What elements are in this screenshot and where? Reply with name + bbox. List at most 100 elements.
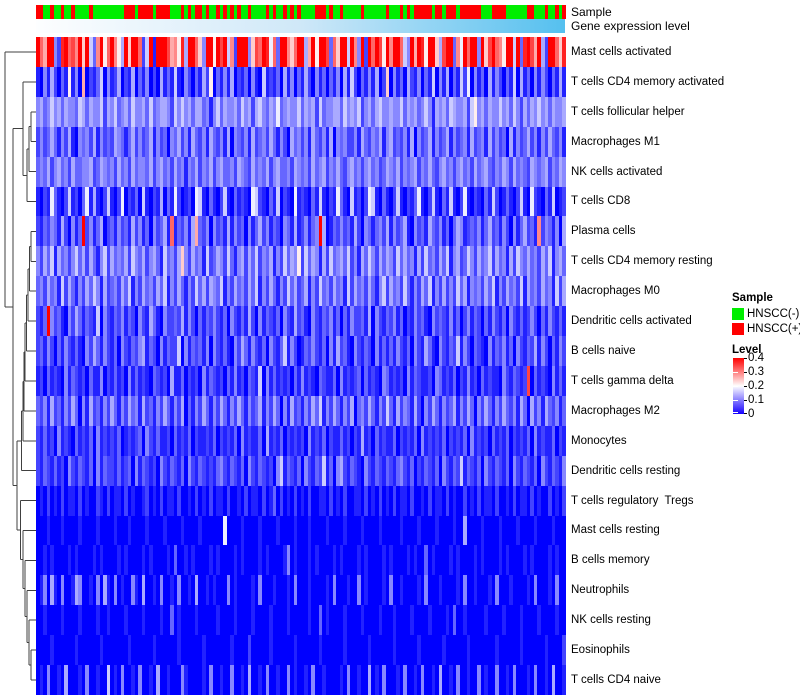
heatmap-cell xyxy=(134,66,139,97)
heatmap-cell xyxy=(173,246,178,277)
heatmap-cell xyxy=(113,66,118,97)
heatmap-cell xyxy=(71,635,75,666)
heatmap-cell xyxy=(427,575,432,606)
heatmap-cell xyxy=(254,336,259,366)
heatmap-cell xyxy=(244,455,248,486)
sample-annotation-cell xyxy=(367,5,372,19)
heatmap-cell xyxy=(88,485,93,516)
heatmap-cell xyxy=(509,96,513,127)
heatmap-cell xyxy=(36,365,40,396)
heatmap-cell xyxy=(526,186,531,217)
heatmap-cell xyxy=(449,66,453,97)
heatmap-cell xyxy=(50,246,54,277)
heatmap-cell xyxy=(346,665,351,695)
sample-annotation-cell xyxy=(279,5,284,19)
heatmap-cell xyxy=(339,365,344,396)
heatmap-cell xyxy=(64,425,68,456)
heatmap-cell xyxy=(201,425,206,456)
heatmap-cell xyxy=(205,126,210,157)
heatmap-cell xyxy=(375,425,379,456)
heatmap-cell xyxy=(131,186,135,217)
heatmap-cell xyxy=(145,126,149,157)
heatmap-cell xyxy=(187,246,192,277)
heatmap-cell xyxy=(413,126,418,157)
heatmap-row xyxy=(36,575,566,606)
heatmap-cell xyxy=(484,395,488,426)
heatmap-cell xyxy=(88,425,93,456)
heatmap-cell xyxy=(424,635,428,666)
heatmap-cell xyxy=(145,425,149,456)
heatmap-cell xyxy=(551,276,556,307)
heatmap-cell xyxy=(452,605,457,636)
heatmap-cell xyxy=(262,485,266,516)
heatmap-cell xyxy=(194,455,199,486)
heatmap-cell xyxy=(406,306,411,337)
heatmap-cell xyxy=(555,37,559,67)
heatmap-cell xyxy=(166,395,171,426)
heatmap-cell xyxy=(244,186,248,217)
heatmap-cell xyxy=(477,365,481,396)
heatmap-cell xyxy=(53,276,58,307)
heatmap-cell xyxy=(134,425,139,456)
heatmap-cell xyxy=(367,126,372,157)
heatmap-cell xyxy=(438,485,443,516)
heatmap-cell xyxy=(427,276,432,307)
heatmap-cell xyxy=(209,635,213,666)
heatmap-cell xyxy=(427,635,432,666)
heatmap-cell xyxy=(544,246,549,277)
heatmap-cell xyxy=(39,246,44,277)
heatmap-cell xyxy=(262,365,266,396)
sample-annotation-cell xyxy=(523,5,527,19)
heatmap-cell xyxy=(470,425,474,456)
heatmap-cell xyxy=(64,485,68,516)
heatmap-cell xyxy=(427,156,432,187)
heatmap-cell xyxy=(367,216,372,247)
heatmap-cell xyxy=(375,455,379,486)
sample-annotation-cell xyxy=(357,5,361,19)
heatmap-cell xyxy=(307,425,312,456)
heatmap-cell xyxy=(367,306,372,337)
heatmap-cell xyxy=(216,246,220,277)
heatmap-cell xyxy=(314,276,319,307)
heatmap-cell xyxy=(445,306,450,337)
heatmap-cell xyxy=(149,37,153,67)
heatmap-cell xyxy=(364,635,368,666)
heatmap-cell xyxy=(110,186,114,217)
heatmap-cell xyxy=(364,336,368,366)
heatmap-cell xyxy=(463,545,467,576)
heatmap-cell xyxy=(81,485,86,516)
heatmap-cell xyxy=(233,395,238,426)
heatmap-cell xyxy=(480,37,485,67)
heatmap-cell xyxy=(46,515,51,546)
heatmap-cell xyxy=(43,276,47,307)
heatmap-cell xyxy=(406,545,411,576)
heatmap-cell xyxy=(488,575,492,606)
heatmap-cell xyxy=(484,156,488,187)
heatmap-cell xyxy=(138,126,142,157)
heatmap-cell xyxy=(81,545,86,576)
heatmap-cell xyxy=(537,605,541,636)
heatmap-cell xyxy=(378,276,383,307)
heatmap-cell xyxy=(300,605,305,636)
heatmap-cell xyxy=(138,365,142,396)
heatmap-cell xyxy=(473,276,478,307)
heatmap-cell xyxy=(276,635,280,666)
row-label: B cells naive xyxy=(571,345,636,358)
heatmap-cell xyxy=(445,635,450,666)
heatmap-cell xyxy=(498,216,503,247)
heatmap-cell xyxy=(177,425,181,456)
heatmap-cell xyxy=(198,246,202,277)
level-tick-mark xyxy=(733,400,738,401)
heatmap-cell xyxy=(540,96,545,127)
heatmap-cell xyxy=(247,216,252,247)
heatmap-cell xyxy=(297,216,301,247)
heatmap-cell xyxy=(484,545,488,576)
heatmap-cell xyxy=(110,156,114,187)
heatmap-cell xyxy=(191,246,195,277)
heatmap-row xyxy=(36,605,566,636)
heatmap-cell xyxy=(555,306,559,337)
heatmap-cell xyxy=(357,186,361,217)
heatmap-cell xyxy=(385,485,390,516)
heatmap-cell xyxy=(491,545,496,576)
heatmap-cell xyxy=(498,515,503,546)
